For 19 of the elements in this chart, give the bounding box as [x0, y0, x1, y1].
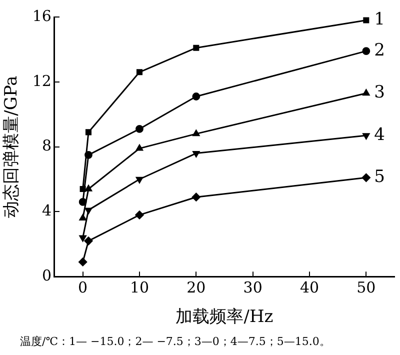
x-tick-label: 0	[78, 278, 88, 296]
y-tick-label: 8	[42, 136, 52, 155]
y-axis-title: 动态回弹模量/GPa	[2, 76, 22, 218]
x-tick-label: 50	[356, 278, 376, 296]
x-tick-label: 40	[300, 278, 320, 296]
x-tick-label: 10	[130, 278, 150, 296]
series-label: 4	[374, 124, 385, 145]
series-label: 2	[374, 40, 385, 60]
x-tick-label: 20	[186, 278, 206, 296]
y-tick-label: 0	[42, 266, 52, 284]
x-tick-label: 30	[243, 278, 262, 296]
x-axis-title: 加载频率/Hz	[176, 307, 274, 328]
series-label: 1	[374, 10, 385, 30]
y-tick-label: 4	[42, 202, 52, 220]
series-label: 5	[374, 167, 385, 188]
y-tick-label: 16	[32, 6, 52, 25]
series-label: 3	[374, 82, 385, 103]
text: 温度/℃：1— −15.0；2— −7.5；3—0；4—7.5；5—15.0。	[19, 334, 332, 349]
y-tick-label: 12	[32, 72, 52, 90]
